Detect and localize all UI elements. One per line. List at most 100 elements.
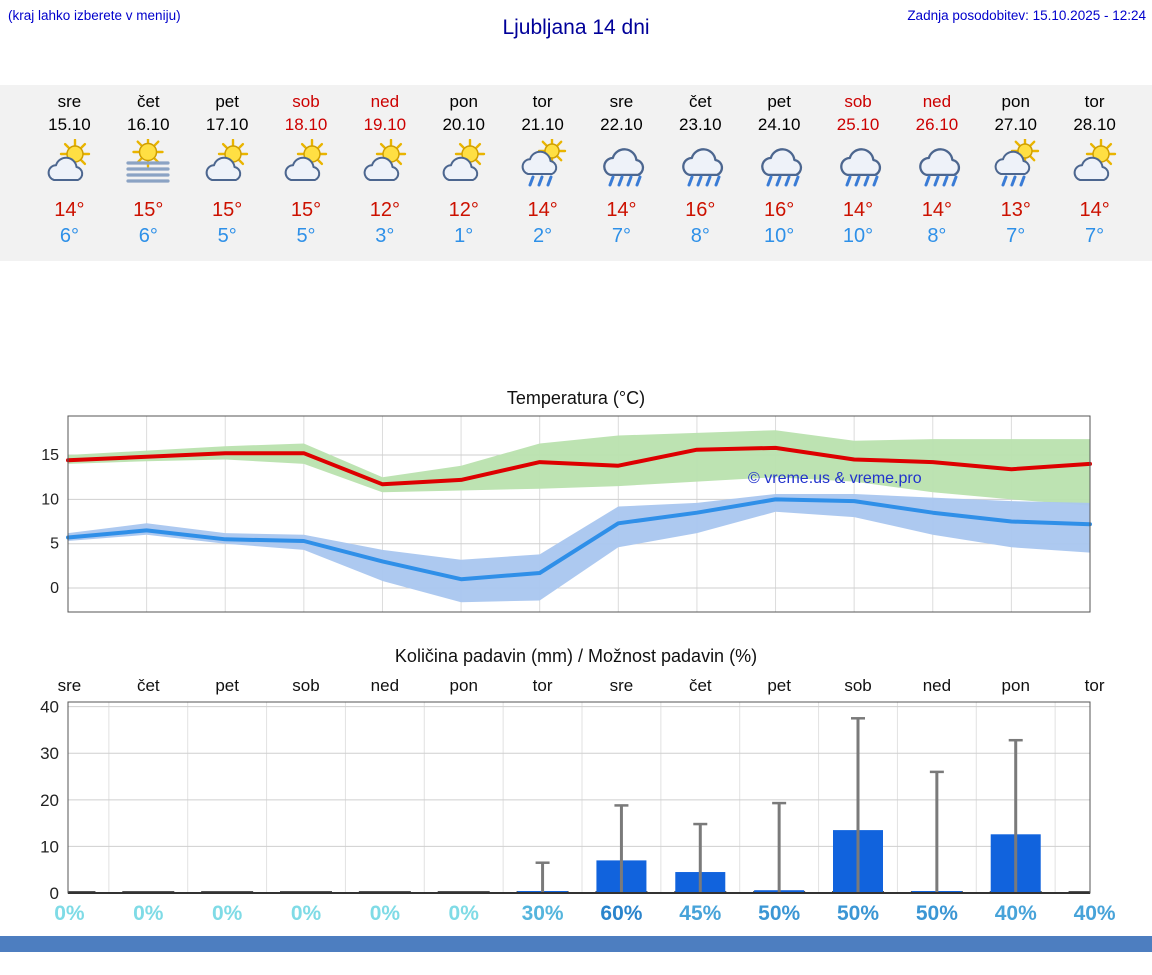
watermark-link[interactable]: © vreme.us & vreme.pro xyxy=(748,470,922,487)
day-name: sob xyxy=(292,92,320,111)
forecast-day-column[interactable]: sob 25.10 14° 10° xyxy=(819,85,898,261)
day-date: 28.10 xyxy=(1073,115,1116,134)
high-temp: 14° xyxy=(842,199,874,221)
day-name: tor xyxy=(532,92,553,111)
day-name: sre xyxy=(609,92,634,111)
weather-icon xyxy=(188,139,267,191)
forecast-day-column[interactable]: pon 27.10 13° 7° xyxy=(976,85,1055,261)
sun-icon xyxy=(132,139,164,168)
forecast-day-column[interactable]: pet 17.10 15° 5° xyxy=(188,85,267,261)
forecast-day-column[interactable]: sob 18.10 15° 5° xyxy=(267,85,346,261)
temp-y-tick: 15 xyxy=(41,447,59,464)
day-date: 20.10 xyxy=(442,115,485,134)
footer-bar xyxy=(0,936,1152,952)
precip-day-label: pon xyxy=(449,676,478,695)
day-date: 15.10 xyxy=(48,115,91,134)
day-date: 18.10 xyxy=(284,115,328,134)
day-date: 22.10 xyxy=(600,115,643,134)
page-title: Ljubljana 14 dni xyxy=(502,16,650,39)
low-temp: 8° xyxy=(690,225,710,247)
rain-icon xyxy=(924,175,958,187)
day-date: 21.10 xyxy=(521,115,564,134)
forecast-day-column[interactable]: pon 20.10 12° 1° xyxy=(424,85,503,261)
weather-icon xyxy=(1055,139,1134,191)
day-date: 17.10 xyxy=(205,115,249,134)
forecast-day-column[interactable]: tor 28.10 14° 7° xyxy=(1055,85,1134,261)
forecast-day-column[interactable]: sre 22.10 14° 7° xyxy=(582,85,661,261)
weather-icon xyxy=(267,139,346,191)
precip-probability: 45% xyxy=(679,902,722,925)
precip-day-label: tor xyxy=(1084,676,1105,695)
high-temp: 15° xyxy=(133,199,164,221)
cloud-icon xyxy=(994,150,1030,175)
max-temp-band xyxy=(68,430,1090,506)
day-name: sre xyxy=(57,92,82,111)
precip-probability: 50% xyxy=(915,902,958,925)
forecast-day-column[interactable]: ned 19.10 12° 3° xyxy=(345,85,424,261)
cloud-icon xyxy=(363,156,400,181)
fog-icon xyxy=(126,161,170,183)
precip-chart-title: Količina padavin (mm) / Možnost padavin … xyxy=(394,646,758,666)
precip-day-label: sre xyxy=(609,676,634,695)
max-temp-line xyxy=(66,445,1092,487)
precip-day-label: ned xyxy=(370,676,400,695)
precip-plot: 0 10 20 30 40 xyxy=(40,698,1091,903)
precip-day-label: pon xyxy=(1001,676,1030,695)
forecast-day-column[interactable]: tor 21.10 14° 2° xyxy=(503,85,582,261)
temp-y-tick: 0 xyxy=(50,580,59,597)
low-temp: 5° xyxy=(217,225,237,247)
low-temp: 1° xyxy=(454,225,474,247)
rain-icon xyxy=(845,175,879,187)
cloud-icon xyxy=(48,156,84,181)
weather-icon xyxy=(976,139,1055,191)
weather-icon xyxy=(503,139,582,191)
precip-day-label: sre xyxy=(57,676,82,695)
forecast-day-column[interactable]: pet 24.10 16° 10° xyxy=(740,85,819,261)
rain-icon xyxy=(608,175,642,187)
temperature-chart: 0 5 10 15 xyxy=(41,415,1092,613)
weather-icon xyxy=(897,139,976,191)
precip-y-tick: 0 xyxy=(50,884,59,903)
forecast-day-column[interactable]: ned 26.10 14° 8° xyxy=(897,85,976,261)
forecast-day-column[interactable]: čet 16.10 15° 6° xyxy=(109,85,188,261)
precip-probability: 40% xyxy=(994,902,1037,925)
cloud-icon xyxy=(919,148,960,177)
day-name: pet xyxy=(215,92,239,111)
last-update: Zadnja posodobitev: 15.10.2025 - 12:24 xyxy=(907,8,1146,23)
precip-day-label: sob xyxy=(292,676,320,695)
weather-icon xyxy=(109,139,188,191)
precip-day-label: čet xyxy=(688,676,712,695)
high-temp: 12° xyxy=(448,199,479,221)
cloud-icon xyxy=(205,156,242,181)
high-temp: 14° xyxy=(921,199,952,221)
precip-day-label: tor xyxy=(532,676,553,695)
high-temp: 13° xyxy=(1000,199,1031,221)
precip-probability: 0% xyxy=(54,902,85,925)
forecast-day-column[interactable]: sre 15.10 14° 6° xyxy=(30,85,109,261)
weather-icon xyxy=(582,139,661,191)
day-name: pet xyxy=(767,92,791,111)
temperature-chart-title: Temperatura (°C) xyxy=(506,388,646,408)
cloud-icon xyxy=(840,148,882,177)
cloud-icon xyxy=(682,148,724,177)
day-date: 23.10 xyxy=(679,115,722,134)
low-temp: 5° xyxy=(296,225,316,247)
cloud-icon xyxy=(603,148,645,177)
precip-probability: 0% xyxy=(448,902,479,925)
precip-probability: 50% xyxy=(758,902,801,925)
temp-y-tick: 5 xyxy=(50,536,59,553)
forecast-strip: sre 15.10 14° 6° čet 16.10 15° 6° pet 17… xyxy=(0,85,1152,261)
precip-day-label: čet xyxy=(136,676,160,695)
forecast-day-column[interactable]: čet 23.10 16° 8° xyxy=(661,85,740,261)
day-name: ned xyxy=(370,92,400,111)
day-date: 26.10 xyxy=(915,115,959,134)
high-temp: 14° xyxy=(606,199,637,221)
day-name: pon xyxy=(1001,92,1030,111)
high-temp: 15° xyxy=(212,199,243,221)
rain-icon xyxy=(687,175,721,187)
day-name: čet xyxy=(688,92,712,111)
day-date: 19.10 xyxy=(363,115,407,134)
precip-y-tick: 30 xyxy=(40,744,59,763)
precip-probability: 0% xyxy=(290,902,322,925)
